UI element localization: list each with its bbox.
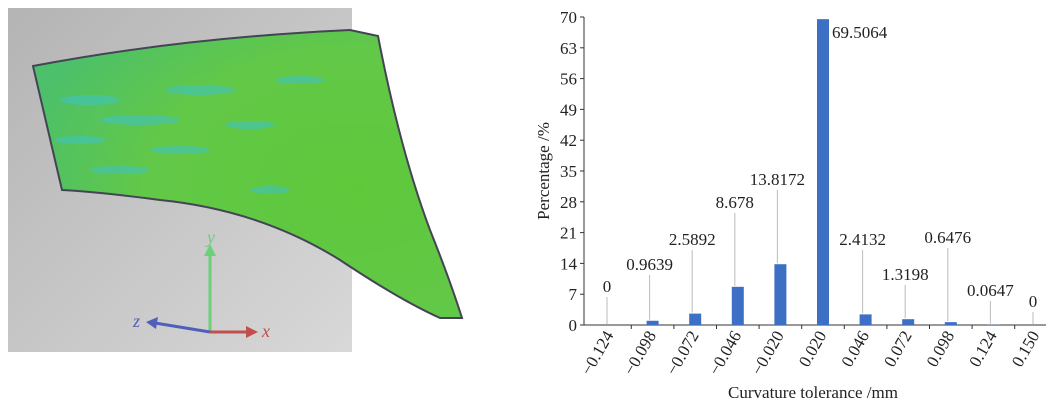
data-label: 13.8172 [750, 170, 805, 189]
x-tick-label: −0.098 [620, 328, 660, 379]
data-label: 2.4132 [839, 230, 886, 249]
y-axis-title: Percentage /% [534, 122, 553, 220]
data-label: 0 [1029, 292, 1038, 311]
y-tick-label: 0 [569, 316, 578, 335]
data-label: 1.3198 [882, 265, 929, 284]
x-axis-title: Curvature tolerance /mm [728, 383, 898, 402]
y-tick-label: 56 [560, 70, 577, 89]
y-tick-label: 35 [560, 162, 577, 181]
bar [732, 287, 744, 325]
y-tick-label: 70 [560, 8, 577, 27]
figure: y x z Curvature tolerance /mm Percentage… [0, 0, 1050, 405]
data-label: 8.678 [716, 193, 754, 212]
bar [902, 319, 914, 325]
data-label: 2.5892 [669, 230, 716, 249]
data-label: 0.0647 [967, 281, 1014, 300]
bar [945, 322, 957, 325]
x-tick-label: 0.020 [795, 328, 831, 371]
y-tick-label: 42 [560, 131, 577, 150]
x-tick-label: −0.072 [662, 328, 702, 379]
x-tick-label: 0.098 [923, 328, 959, 371]
x-tick-label: −0.124 [577, 327, 618, 378]
bar [647, 321, 659, 325]
bar [860, 314, 872, 325]
x-tick-label: −0.020 [747, 328, 787, 379]
data-label: 0.6476 [924, 228, 971, 247]
data-label: 0 [603, 277, 612, 296]
y-tick-label: 21 [560, 224, 577, 243]
x-tick-label: 0.072 [880, 328, 916, 371]
y-tick-label: 14 [560, 254, 578, 273]
x-tick-label: −0.046 [705, 328, 745, 379]
x-tick-label: 0.124 [965, 327, 1001, 370]
x-tick-label: 0.150 [1008, 328, 1044, 371]
y-tick-label: 28 [560, 193, 577, 212]
data-label: 69.5064 [832, 23, 888, 42]
bar [689, 314, 701, 325]
bar [817, 19, 829, 325]
axis-label: z [132, 311, 140, 331]
x-tick-label: 0.046 [837, 328, 873, 371]
bar [774, 264, 786, 325]
render-panel: y x z [8, 8, 462, 352]
axis-label: x [261, 321, 270, 341]
y-tick-label: 63 [560, 39, 577, 58]
data-label: 0.9639 [626, 255, 673, 274]
y-tick-label: 7 [569, 285, 578, 304]
axis-label: y [205, 227, 215, 247]
y-tick-label: 49 [560, 100, 577, 119]
